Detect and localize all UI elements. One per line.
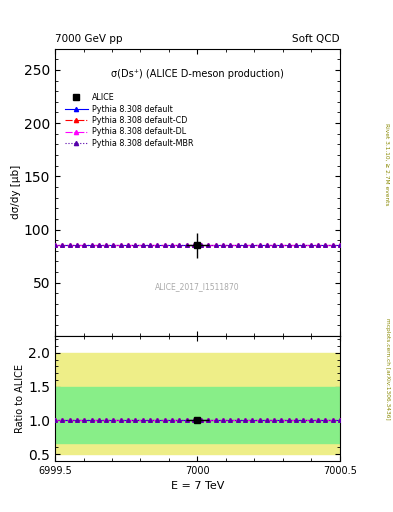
Text: ALICE_2017_I1511870: ALICE_2017_I1511870 [155, 283, 240, 291]
Text: 7000 GeV pp: 7000 GeV pp [55, 33, 123, 44]
Text: Soft QCD: Soft QCD [292, 33, 340, 44]
X-axis label: E = 7 TeV: E = 7 TeV [171, 481, 224, 491]
Text: mcplots.cern.ch [arXiv:1306.3436]: mcplots.cern.ch [arXiv:1306.3436] [385, 318, 389, 419]
Bar [55, 353, 340, 454]
Text: Rivet 3.1.10, ≥ 2.7M events: Rivet 3.1.10, ≥ 2.7M events [385, 122, 389, 205]
Legend: ALICE, Pythia 8.308 default, Pythia 8.308 default-CD, Pythia 8.308 default-DL, P: ALICE, Pythia 8.308 default, Pythia 8.30… [62, 90, 196, 151]
Bar [55, 387, 340, 442]
Text: σ(Ds⁺) (ALICE D-meson production): σ(Ds⁺) (ALICE D-meson production) [111, 69, 284, 79]
Y-axis label: Ratio to ALICE: Ratio to ALICE [15, 364, 26, 433]
Y-axis label: dσ/dy [μb]: dσ/dy [μb] [11, 165, 21, 220]
